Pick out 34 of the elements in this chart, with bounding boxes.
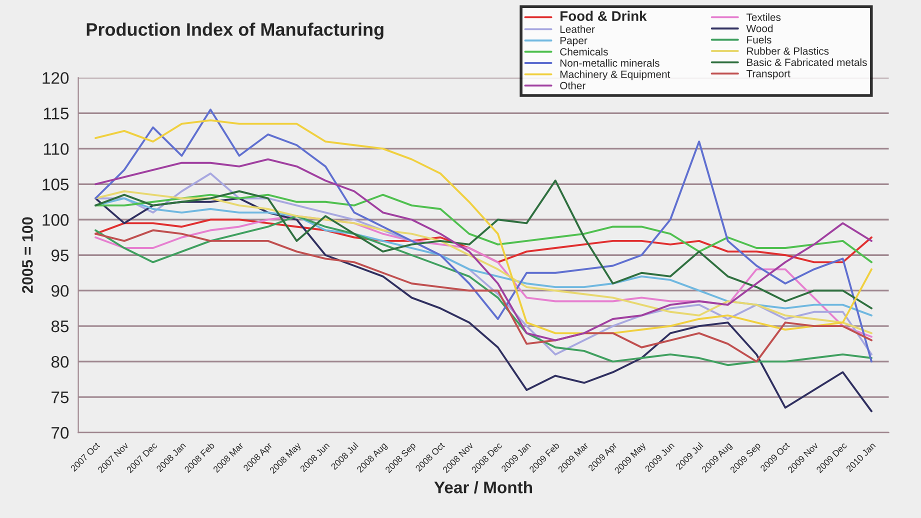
- legend-label: Textiles: [746, 13, 781, 21]
- x-axis-title: Year / Month: [434, 481, 532, 494]
- y-tick-label: 70: [52, 426, 69, 439]
- legend-label: Chemicals: [560, 48, 608, 56]
- y-tick-label: 75: [52, 392, 69, 404]
- legend-label: Machinery & Equipment: [560, 70, 670, 80]
- y-tick-label: 110: [44, 143, 69, 155]
- y-tick-label: 100: [42, 214, 69, 226]
- y-tick-label: 80: [51, 356, 69, 368]
- line-series: [94, 194, 872, 264]
- legend-label: Rubber & Plastics: [747, 47, 829, 55]
- y-tick-label: 115: [44, 108, 69, 120]
- legend-label: Food & Drink: [560, 10, 647, 21]
- legend-label: Wood: [746, 24, 773, 32]
- y-tick-label: 90: [52, 285, 69, 297]
- y-tick-label: 95: [52, 250, 69, 262]
- line-series: [94, 197, 872, 412]
- y-tick-label: 105: [42, 178, 69, 190]
- legend-label: Transport: [746, 70, 790, 80]
- legend-label: Basic & Fabricated metals: [747, 58, 867, 66]
- line-series: [94, 119, 872, 334]
- legend-label: Other: [560, 82, 586, 90]
- chart-title: Production Index of Manufacturing: [86, 22, 384, 40]
- y-tick-label: 120: [42, 72, 69, 84]
- y-axis-title: 2005 = 100: [22, 217, 33, 294]
- legend-label: Non-metallic minerals: [560, 59, 660, 67]
- line-series: [94, 180, 872, 310]
- legend-label: Fuels: [747, 36, 772, 44]
- line-series: [94, 218, 872, 264]
- line-series: [94, 190, 872, 334]
- legend-label: Paper: [560, 36, 588, 46]
- line-series: [94, 108, 872, 363]
- legend-label: Leather: [560, 25, 595, 33]
- y-tick-label: 85: [51, 320, 69, 332]
